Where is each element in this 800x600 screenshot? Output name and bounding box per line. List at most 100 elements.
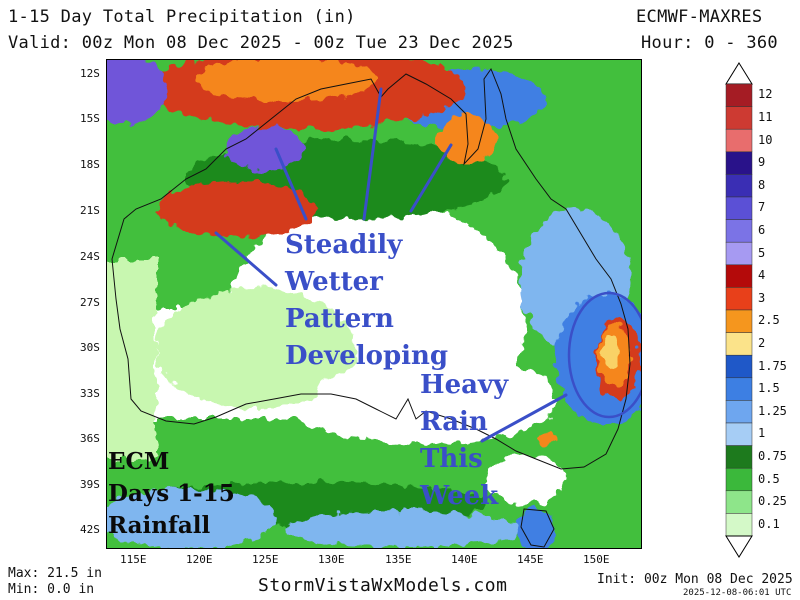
colorbar-label: 1.25 <box>758 403 787 418</box>
colorbar-label: 5 <box>758 245 766 260</box>
colorbar-swatch <box>725 513 753 537</box>
lat-tick: 36S <box>80 432 100 445</box>
colorbar-swatch <box>725 309 753 333</box>
colorbar-label: 12 <box>758 87 773 102</box>
colorbar-swatch <box>725 128 753 153</box>
annotation-line: Heavy <box>420 370 509 400</box>
map-svg <box>106 59 642 549</box>
colorbar-swatch <box>725 445 753 469</box>
annotation-line: Steadily <box>285 230 403 260</box>
colorbar-label: 7 <box>758 200 766 215</box>
colorbar-label: 0.5 <box>758 471 780 486</box>
map-frame <box>106 59 642 549</box>
precip-blue-south-ocean-2 <box>286 511 526 547</box>
colorbar-label: 0.1 <box>758 516 780 531</box>
chart-title: 1-15 Day Total Precipitation (in) <box>8 7 356 27</box>
colorbar-swatch <box>725 467 753 492</box>
arrow-west <box>214 231 278 287</box>
init-time: Init: 00z Mon 08 Dec 2025 <box>597 572 793 587</box>
colorbar-swatch <box>725 151 753 175</box>
annotation-wetter-pattern: Steadily Wetter Pattern Developing <box>285 227 448 375</box>
annotation-line: This <box>420 444 483 474</box>
colorbar-svg <box>725 62 753 558</box>
dry-south <box>316 354 556 444</box>
australia-coastline <box>111 67 631 470</box>
colorbar-label: 0.75 <box>758 448 787 463</box>
lon-tick: 150E <box>583 553 610 566</box>
colorbar-swatch <box>725 377 753 401</box>
lon-tick: 130E <box>318 553 345 566</box>
colorbar-label: 9 <box>758 155 766 170</box>
tasmania-coastline <box>520 508 555 548</box>
precipitation-map <box>106 59 642 549</box>
lat-tick: 24S <box>80 250 100 263</box>
precip-orange-spot <box>538 433 554 445</box>
colorbar-swatch <box>725 490 753 514</box>
valid-period: Valid: 00z Mon 08 Dec 2025 - 00z Tue 23 … <box>8 33 514 53</box>
colorbar-swatch <box>725 106 753 130</box>
annotation-ecm-label: ECM Days 1-15 Rainfall <box>108 446 235 542</box>
lat-tick: 27S <box>80 296 100 309</box>
annotation-line: Rain <box>420 407 488 437</box>
lon-tick: 115E <box>120 553 147 566</box>
annotation-arrows <box>214 87 568 443</box>
colorbar-label: 3 <box>758 290 766 305</box>
colorbar-swatch <box>725 241 753 266</box>
lon-tick: 145E <box>517 553 544 566</box>
colorbar-swatch <box>725 219 753 243</box>
dry-victoria <box>486 454 566 504</box>
min-value: Min: 0.0 in <box>8 582 95 597</box>
colorbar-max-arrow <box>725 62 753 85</box>
lat-tick: 18S <box>80 158 100 171</box>
lat-tick: 33S <box>80 387 100 400</box>
lat-tick: 39S <box>80 478 100 491</box>
precip-orange-gulf <box>436 114 496 164</box>
heavy-rain-circle <box>567 291 642 419</box>
lat-tick: 15S <box>80 112 100 125</box>
dry-west <box>156 289 356 409</box>
annotation-line: Developing <box>285 341 449 371</box>
precip-shading <box>106 59 642 549</box>
arrow-north-3 <box>409 143 453 213</box>
precip-green-west <box>106 259 156 459</box>
precip-yellow-nsw <box>603 333 619 369</box>
lat-tick: 21S <box>80 204 100 217</box>
colorbar-swatch <box>725 400 753 424</box>
colorbar-label: 1.5 <box>758 381 780 396</box>
colorbar-swatch <box>725 264 753 288</box>
colorbar-swatch <box>725 196 753 220</box>
colorbar-label: 2.5 <box>758 313 780 328</box>
colorbar-swatch <box>725 332 753 356</box>
colorbar-swatch <box>725 83 753 107</box>
annotation-line: Week <box>420 481 499 511</box>
lon-tick: 120E <box>186 553 213 566</box>
colorbar-label: 0.25 <box>758 494 787 509</box>
timestamp: 2025-12-08-06:01 UTC <box>683 588 792 598</box>
precip-blue-south-ocean <box>106 489 276 549</box>
colorbar-label: 11 <box>758 109 773 124</box>
colorbar-label: 10 <box>758 132 773 147</box>
annotation-line: Rainfall <box>108 512 211 539</box>
colorbar-label: 4 <box>758 268 766 283</box>
model-name: ECMWF-MAXRES <box>636 7 763 27</box>
colorbar-label: 2 <box>758 335 766 350</box>
annotation-line: ECM <box>108 448 170 475</box>
colorbar-label: 1.75 <box>758 358 787 373</box>
colorbar-swatch <box>725 174 753 198</box>
lat-tick: 12S <box>80 67 100 80</box>
colorbar-label: 6 <box>758 222 766 237</box>
arrow-north-1 <box>274 147 308 221</box>
annotation-line: Days 1-15 <box>108 480 235 507</box>
colorbar <box>724 62 754 558</box>
lon-tick: 125E <box>252 553 279 566</box>
forecast-hours: Hour: 0 - 360 <box>641 33 778 53</box>
max-value: Max: 21.5 in <box>8 566 102 581</box>
lat-tick: 30S <box>80 341 100 354</box>
precip-orange-north <box>196 59 376 101</box>
site-name: StormVistaWxModels.com <box>258 575 508 596</box>
annotation-line: Wetter <box>285 267 383 297</box>
arrow-heavy-rain <box>480 393 568 443</box>
colorbar-min-arrow <box>725 535 753 558</box>
precip-red-kimberley <box>156 181 316 237</box>
annotation-line: Pattern <box>285 304 394 334</box>
